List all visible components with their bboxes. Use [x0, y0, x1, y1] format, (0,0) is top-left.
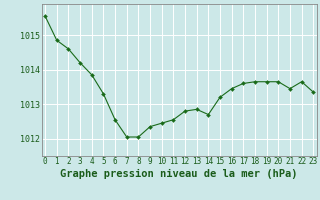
X-axis label: Graphe pression niveau de la mer (hPa): Graphe pression niveau de la mer (hPa): [60, 169, 298, 179]
